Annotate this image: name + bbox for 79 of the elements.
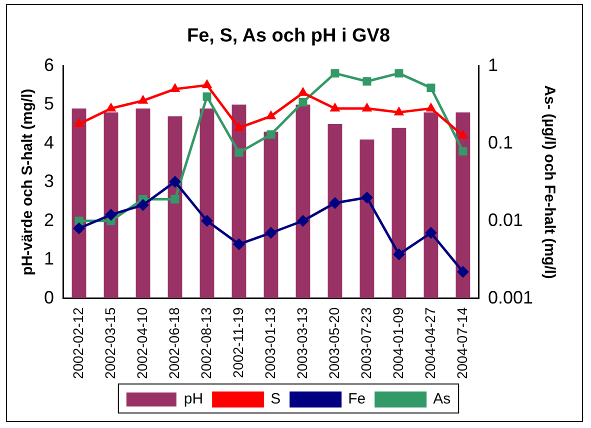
point xyxy=(137,199,149,212)
x-tick-label: 2004-04-27 xyxy=(422,307,438,380)
x-tick-label: 2003-01-13 xyxy=(262,307,278,380)
point xyxy=(362,102,372,112)
point xyxy=(138,94,148,104)
bar xyxy=(296,104,310,298)
point xyxy=(266,130,276,139)
y2-tick-label: 0.01 xyxy=(488,210,524,230)
point xyxy=(392,248,405,260)
x-tick-label: 2002-02-12 xyxy=(70,307,86,380)
bar xyxy=(200,108,214,298)
y2-tick-label: 0.1 xyxy=(488,132,513,152)
point xyxy=(74,118,84,127)
point xyxy=(170,83,180,92)
point xyxy=(394,69,404,78)
point xyxy=(234,122,244,131)
y-axis-title: pH-värde och S-halt (mg/l) xyxy=(19,88,36,276)
bar xyxy=(104,112,118,298)
y-tick-label: 6 xyxy=(44,54,54,75)
bar xyxy=(264,132,278,298)
point xyxy=(234,148,244,157)
x-tick-label: 2002-06-18 xyxy=(166,307,182,380)
y2-tick-label: 1 xyxy=(488,54,498,75)
point xyxy=(424,226,437,239)
point xyxy=(298,86,308,96)
point xyxy=(458,130,468,139)
y2-tick-label: 0.001 xyxy=(488,287,534,308)
bar xyxy=(232,104,246,298)
point xyxy=(426,84,436,92)
point xyxy=(330,102,340,112)
x-tick-label: 2003-03-13 xyxy=(294,307,310,380)
y-tick-label: 5 xyxy=(44,94,54,114)
point xyxy=(73,222,86,234)
bar xyxy=(424,112,438,298)
point xyxy=(298,98,308,106)
bar xyxy=(392,128,406,298)
chart-title: Fe, S, As och pH i GV8 xyxy=(186,26,390,47)
point xyxy=(170,195,180,204)
y-tick-label: 3 xyxy=(44,171,54,192)
y-tick-label: 1 xyxy=(44,248,54,269)
bar xyxy=(136,108,150,298)
legend-label: Fe xyxy=(348,390,366,408)
x-tick-label: 2002-03-15 xyxy=(102,307,118,380)
x-tick-label: 2003-07-23 xyxy=(358,307,374,380)
point xyxy=(360,192,373,204)
bar xyxy=(328,124,342,298)
x-tick-label: 2002-11-19 xyxy=(230,307,246,378)
point xyxy=(106,102,116,112)
y-tick-label: 0 xyxy=(44,287,54,308)
point xyxy=(456,266,469,278)
y-tick-label: 2 xyxy=(44,210,54,230)
legend-label: pH xyxy=(184,390,204,408)
point xyxy=(202,92,212,101)
point xyxy=(232,238,245,250)
point xyxy=(202,79,212,88)
y-tick-label: 4 xyxy=(44,132,54,152)
point xyxy=(330,69,340,78)
point xyxy=(362,77,372,86)
legend-label: S xyxy=(270,390,281,408)
legend-label: As xyxy=(433,390,451,408)
point xyxy=(168,176,181,188)
x-tick-label: 2004-07-14 xyxy=(454,307,470,380)
point xyxy=(200,214,213,227)
bar xyxy=(72,108,86,298)
point xyxy=(394,106,404,116)
point xyxy=(458,147,468,156)
y2-axis-title: As- (µg/l) och Fe-halt (mg/l) xyxy=(540,85,558,279)
point xyxy=(296,214,309,227)
point xyxy=(105,208,118,221)
x-tick-label: 2004-01-09 xyxy=(390,307,406,380)
x-tick-label: 2002-08-13 xyxy=(198,307,214,380)
point xyxy=(264,226,277,239)
bar xyxy=(168,116,182,298)
point xyxy=(426,102,436,112)
bar xyxy=(360,139,374,298)
point xyxy=(328,196,341,209)
x-tick-label: 2003-05-20 xyxy=(326,307,342,380)
point xyxy=(266,110,276,120)
x-tick-label: 2002-04-10 xyxy=(134,307,150,380)
